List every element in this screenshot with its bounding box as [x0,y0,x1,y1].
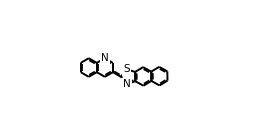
Text: N: N [123,79,130,89]
Text: N: N [101,53,109,63]
Text: S: S [123,64,129,74]
